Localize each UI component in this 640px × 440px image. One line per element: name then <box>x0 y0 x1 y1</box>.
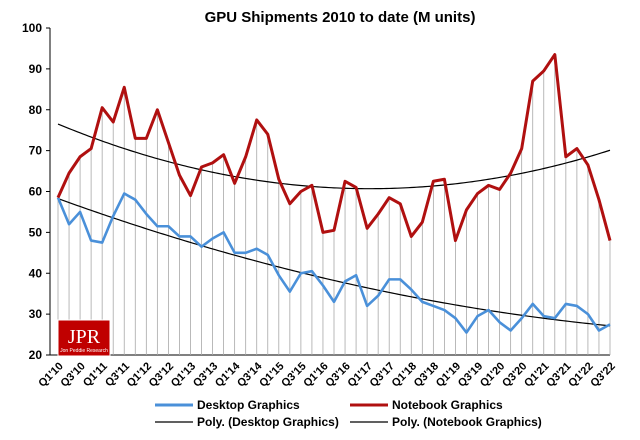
legend-notebook-label: Notebook Graphics <box>392 398 503 412</box>
drop-lines-group <box>57 54 611 355</box>
logo-main-text: JPR <box>68 326 101 348</box>
y-tick-label: 40 <box>29 266 43 280</box>
logo-background <box>57 319 111 357</box>
legend-notebook: Notebook Graphics <box>350 398 503 412</box>
x-tick-label: Q3'22 <box>588 360 617 389</box>
chart-title: GPU Shipments 2010 to date (M units) <box>205 9 476 26</box>
trendline-notebook <box>57 123 611 190</box>
trendline-desktop <box>57 198 611 327</box>
legend-poly-desktop: Poly. (Desktop Graphics) <box>155 415 339 429</box>
logo-sub-text: Jon Peddie Research <box>60 348 108 354</box>
y-tick-label: 20 <box>29 348 43 362</box>
y-tick-label: 70 <box>29 144 43 158</box>
y-tick-label: 100 <box>22 21 42 35</box>
y-tick-label: 80 <box>29 103 43 117</box>
legend-poly-notebook: Poly. (Notebook Graphics) <box>350 415 542 429</box>
series-line-notebook <box>56 53 612 243</box>
legend: Desktop Graphics Notebook Graphics Poly. (… <box>155 398 542 429</box>
y-tick-label: 50 <box>29 225 43 239</box>
jpr-logo: JPR Jon Peddie Research <box>57 319 111 357</box>
x-tick-label: Q3'10 <box>58 360 87 389</box>
axes-group: 2030405060708090100Q1'10Q3'10Q1'11Q3'11Q… <box>22 21 618 390</box>
legend-poly-desktop-label: Poly. (Desktop Graphics) <box>197 415 339 429</box>
y-tick-label: 90 <box>29 62 43 76</box>
legend-poly-notebook-label: Poly. (Notebook Graphics) <box>392 415 542 429</box>
trendlines-group <box>57 123 611 327</box>
x-tick-label: Q1'11 <box>81 360 110 389</box>
legend-desktop: Desktop Graphics <box>155 398 300 412</box>
series-lines-group <box>56 53 612 334</box>
y-tick-label: 60 <box>29 185 43 199</box>
legend-desktop-label: Desktop Graphics <box>197 398 300 412</box>
y-tick-label: 30 <box>29 307 43 321</box>
